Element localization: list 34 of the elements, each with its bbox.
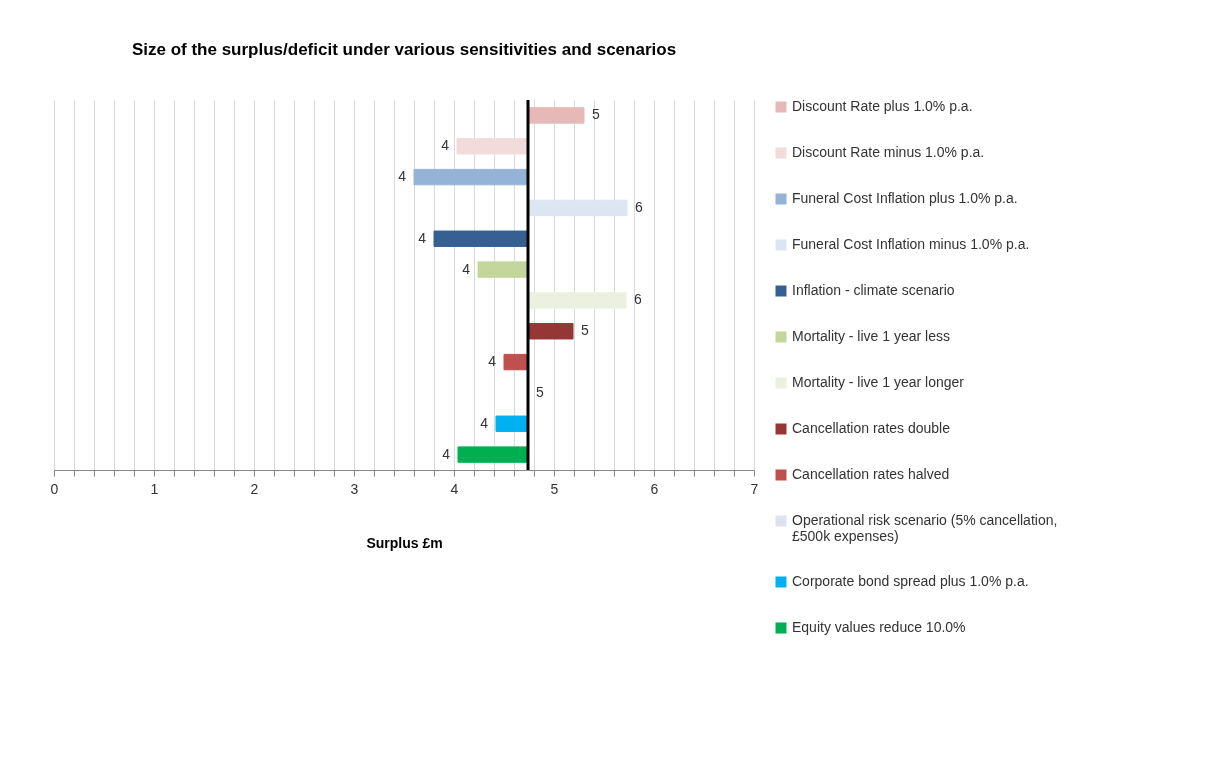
legend-label: Cancellation rates double xyxy=(792,420,951,436)
data-label: 4 xyxy=(441,137,450,154)
data-label: 4 xyxy=(442,445,451,462)
data-label: 5 xyxy=(536,383,544,400)
x-tick-label: 7 xyxy=(750,480,759,497)
data-label: 4 xyxy=(480,414,489,431)
x-axis-title: Surplus £m xyxy=(366,534,443,551)
legend-label: Funeral Cost Inflation plus 1.0% p.a. xyxy=(792,190,1018,206)
legend-label: Funeral Cost Inflation minus 1.0% p.a. xyxy=(792,236,1030,252)
legend-label: Inflation - climate scenario xyxy=(792,282,955,298)
data-label: 4 xyxy=(398,168,407,185)
data-label: 5 xyxy=(592,106,600,123)
x-tick-label: 3 xyxy=(350,480,359,497)
data-label: 4 xyxy=(462,260,471,277)
legend-label: Cancellation rates halved xyxy=(792,466,950,482)
x-tick-label: 6 xyxy=(650,480,659,497)
legend-label: Equity values reduce 10.0% xyxy=(792,619,966,635)
data-label: 4 xyxy=(488,353,497,370)
x-tick-label: 4 xyxy=(450,480,459,497)
legend-label: Discount Rate minus 1.0% p.a. xyxy=(792,144,985,160)
legend-label: Corporate bond spread plus 1.0% p.a. xyxy=(792,573,1029,589)
legend-label: Mortality - live 1 year less xyxy=(792,328,950,344)
data-label: 5 xyxy=(581,322,589,339)
legend-label: Mortality - live 1 year longer xyxy=(792,374,965,390)
x-tick-label: 0 xyxy=(50,480,59,497)
legend-label: Operational risk scenario (5% cancellation, £500k expenses) xyxy=(792,512,1058,544)
chart-title: Size of the surplus/deficit under various sensitivities and scenarios xyxy=(131,39,677,59)
x-tick-label: 5 xyxy=(550,480,559,497)
legend-label: Discount Rate plus 1.0% p.a. xyxy=(792,98,973,114)
data-label: 6 xyxy=(634,291,642,308)
data-label: 4 xyxy=(418,229,427,246)
data-label: 6 xyxy=(635,198,643,215)
x-tick-label: 1 xyxy=(150,480,159,497)
x-tick-label: 2 xyxy=(250,480,259,497)
